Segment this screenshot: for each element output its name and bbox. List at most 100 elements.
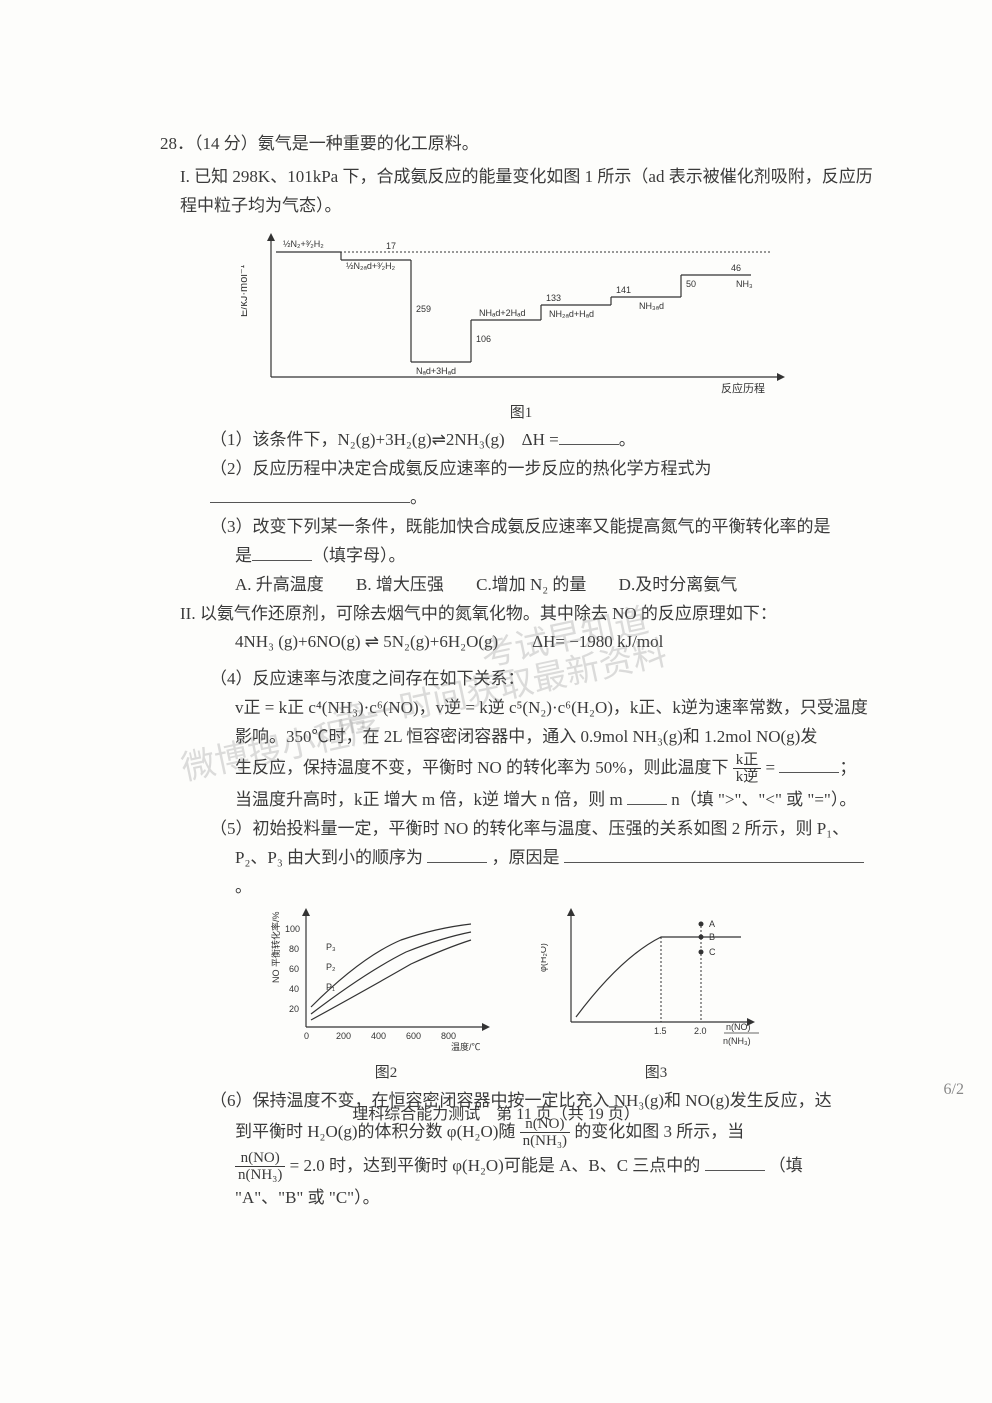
svg-text:NHₐd+2Hₐd: NHₐd+2Hₐd (479, 308, 525, 318)
question-intro: 氨气是一种重要的化工原料。 (258, 134, 479, 153)
sub4-line2: 生反应，保持温度不变，平衡时 NO 的转化率为 50%，则此温度下 k正 k逆 … (160, 752, 882, 786)
sub6-d-pre: = 2.0 时，达到平衡时 φ(H₂O)可能是 A、B、C 三点中的 (290, 1156, 701, 1175)
svg-text:40: 40 (289, 984, 299, 994)
k-forward: k正 (733, 752, 762, 770)
frac-num2: n(NO) (235, 1150, 285, 1168)
figure-2-conversion-plot: 20 40 60 80 100 0 200 400 600 800 温度/℃ N… (271, 902, 501, 1052)
sub5-b: P₂、P₃ 由大到小的顺序为 (235, 848, 423, 867)
sub2-end: 。 (410, 488, 427, 507)
sub-q-1: （1）该条件下，N₂(g)+3H₂(g)⇌2NH₃(g) ΔH = 。 (160, 426, 882, 455)
sub5-c: ，原因是 (492, 848, 560, 867)
svg-text:400: 400 (371, 1031, 386, 1041)
sub2-text: （2）反应历程中决定合成氨反应速率的一步反应的热化学方程式为 (210, 459, 712, 478)
sub4-l3a: 当温度升高时，k正 增大 m 倍，k逆 增大 n 倍，则 m (235, 790, 623, 809)
svg-text:80: 80 (289, 944, 299, 954)
points: 14 分 (203, 134, 241, 153)
svg-text:n(NO): n(NO) (726, 1022, 751, 1032)
sub5-d: 。 (235, 877, 252, 896)
sub-q-2: （2）反应历程中决定合成氨反应速率的一步反应的热化学方程式为。 (160, 455, 882, 513)
fig1-xlabel: 反应历程 (721, 381, 765, 395)
svg-text:141: 141 (616, 285, 631, 295)
sub4-l2a: 生反应，保持温度不变，平衡时 NO 的转化率为 50%，则此温度下 (235, 758, 728, 777)
svg-text:B: B (709, 932, 715, 942)
svg-text:NO 平衡转化率/%: NO 平衡转化率/% (271, 911, 281, 983)
sub1-end: 。 (619, 430, 636, 449)
figure-3-wrap: φ(H₂O) 1.5 2.0 A B C n(NO) n(NH₃) 图3 (541, 902, 771, 1087)
svg-text:259: 259 (416, 304, 431, 314)
svg-text:50: 50 (686, 279, 696, 289)
option-c: C.增加 N₂ 的量 (476, 571, 586, 600)
question-header: 28．（14 分）氨气是一种重要的化工原料。 (160, 130, 882, 159)
svg-text:NH₃: NH₃ (736, 279, 753, 289)
sub3-text: （3）改变下列某一条件，既能加快合成氨反应速率又能提高氮气的平衡转化率的是 (210, 517, 831, 536)
fig1-label: 图1 (160, 401, 882, 427)
svg-text:n(NH₃): n(NH₃) (723, 1036, 751, 1046)
svg-text:100: 100 (285, 924, 300, 934)
option-a: A. 升高温度 (235, 571, 324, 600)
blank-4b (627, 787, 667, 805)
k-reverse: k逆 (733, 769, 762, 786)
fig1-ylabel: E/kJ·mol⁻¹ (241, 264, 250, 317)
sub-q-5a: （5）初始投料量一定，平衡时 NO 的转化率与温度、压强的关系如图 2 所示，则… (160, 815, 882, 844)
svg-text:800: 800 (441, 1031, 456, 1041)
frac-den: n(NH₃) (520, 1133, 570, 1150)
sub-q-3: （3）改变下列某一条件，既能加快合成氨反应速率又能提高氮气的平衡转化率的是 (160, 513, 882, 542)
sub6-d-post: （填 (769, 1156, 803, 1175)
sub4-line3: 当温度升高时，k正 增大 m 倍，k逆 增大 n 倍，则 m n（填 ">"、"… (160, 786, 882, 815)
sub-q-6e: "A"、"B" 或 "C"）。 (160, 1184, 882, 1213)
svg-text:P₂: P₂ (326, 962, 336, 972)
option-d: D.及时分离氨气 (619, 571, 738, 600)
figure-2-wrap: 20 40 60 80 100 0 200 400 600 800 温度/℃ N… (271, 902, 501, 1087)
svg-text:温度/℃: 温度/℃ (451, 1041, 481, 1052)
svg-text:NH₂ₐd+Hₐd: NH₂ₐd+Hₐd (549, 309, 594, 319)
blank-5a (427, 845, 487, 863)
svg-text:600: 600 (406, 1031, 421, 1041)
part-ii-equation: 4NH₃ (g)+6NO(g) ⇌ 5N₂(g)+6H₂O(g) ΔH= −19… (160, 628, 882, 657)
svg-text:1.5: 1.5 (654, 1026, 667, 1036)
figure-row: 20 40 60 80 100 0 200 400 600 800 温度/℃ N… (160, 902, 882, 1087)
ratio-fraction-2: n(NO) n(NH₃) (235, 1150, 285, 1184)
sub4-semi: ； (839, 758, 856, 777)
sub-q-6c: n(NO) n(NH₃) = 2.0 时，达到平衡时 φ(H₂O)可能是 A、B… (160, 1150, 882, 1184)
page-footer: 理科综合能力测试 第 11 页（共 19 页） (0, 1101, 992, 1128)
svg-text:P₁: P₁ (326, 982, 335, 992)
sub3-tail: （填字母）。 (312, 546, 406, 565)
fig2-label: 图2 (271, 1061, 501, 1087)
sub-q-5b: P₂、P₃ 由大到小的顺序为 ，原因是 。 (160, 844, 882, 902)
svg-text:A: A (709, 919, 715, 929)
svg-text:17: 17 (386, 241, 396, 251)
option-b: B. 增大压强 (356, 571, 444, 600)
side-page-number: 6/2 (944, 1076, 964, 1103)
sub4-rate-expr: v正 = k正 c⁴(NH₃)·c⁶(NO)，v逆 = k逆 c⁵(N₂)·c⁶… (160, 694, 882, 752)
svg-text:φ(H₂O): φ(H₂O) (541, 943, 548, 972)
frac-den2: n(NH₃) (235, 1167, 285, 1184)
sub1-text: （1）该条件下，N₂(g)+3H₂(g)⇌2NH₃(g) ΔH = (210, 430, 559, 449)
blank-2 (210, 485, 410, 503)
part-i-intro: I. 已知 298K、101kPa 下，合成氨反应的能量变化如图 1 所示（ad… (160, 163, 882, 221)
svg-text:46: 46 (731, 263, 741, 273)
svg-text:P₃: P₃ (326, 942, 336, 952)
blank-5b (564, 845, 864, 863)
svg-text:½N₂+³⁄₂H₂: ½N₂+³⁄₂H₂ (283, 239, 324, 249)
svg-text:½N₂ₐd+³⁄₂H₂: ½N₂ₐd+³⁄₂H₂ (346, 261, 396, 271)
sub4-l3b: n（填 ">"、"<" 或 "="）。 (671, 790, 856, 809)
figure-1-energy-diagram: E/kJ·mol⁻¹ 反应历程 ½N₂+³⁄₂H₂ ½N₂ₐd+³⁄₂H₂ 25… (241, 227, 801, 397)
figure-3-phi-plot: φ(H₂O) 1.5 2.0 A B C n(NO) n(NH₃) (541, 902, 771, 1052)
svg-text:0: 0 (304, 1031, 309, 1041)
svg-text:C: C (709, 947, 716, 957)
part-ii-intro: II. 以氨气作还原剂，可除去烟气中的氮氧化物。其中除去 NO 的反应原理如下： (160, 600, 882, 629)
exam-page: 28．（14 分）氨气是一种重要的化工原料。 I. 已知 298K、101kPa… (0, 0, 992, 1403)
blank-3 (252, 543, 312, 561)
svg-text:2.0: 2.0 (694, 1026, 707, 1036)
svg-text:200: 200 (336, 1031, 351, 1041)
blank-6 (705, 1153, 765, 1171)
question-number: 28．（14 分）氨气是一种重要的化工原料。 (160, 134, 479, 153)
svg-text:20: 20 (289, 1004, 299, 1014)
sub-q-4: （4）反应速率与浓度之间存在如下关系： (160, 665, 882, 694)
svg-text:106: 106 (476, 334, 491, 344)
svg-text:60: 60 (289, 964, 299, 974)
svg-text:133: 133 (546, 293, 561, 303)
blank-1 (559, 427, 619, 445)
svg-text:Nₐd+3Hₐd: Nₐd+3Hₐd (416, 366, 456, 376)
blank-4a (779, 755, 839, 773)
